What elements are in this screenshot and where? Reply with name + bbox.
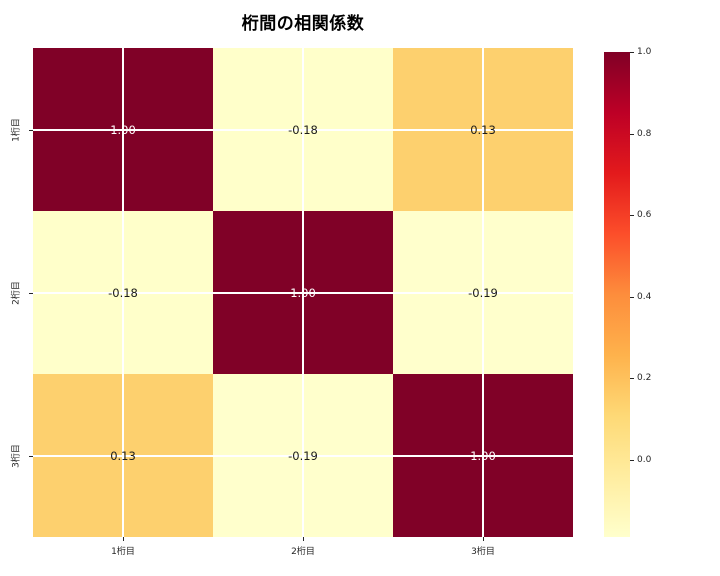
- heatmap-cell-value: -0.18: [108, 285, 138, 300]
- gridline-vertical: [482, 48, 484, 537]
- x-axis-tick-label: 3桁目: [471, 547, 495, 557]
- y-axis-tick-mark: [29, 292, 33, 294]
- x-axis-tick-label: 2桁目: [291, 547, 315, 557]
- heatmap-cell-value: 1.00: [290, 285, 316, 300]
- chart-title: 桁間の相関係数: [241, 14, 365, 34]
- y-axis-tick-mark: [29, 455, 33, 457]
- heatmap-cell-value: -0.18: [288, 122, 318, 137]
- colorbar-tick-label: 0.8: [637, 128, 652, 139]
- gridline-horizontal: [33, 291, 573, 294]
- colorbar-tick-label: 0.2: [637, 373, 652, 384]
- colorbar-tick-mark: [630, 133, 634, 135]
- x-axis-tick-label: 1桁目: [111, 547, 135, 557]
- heatmap-cell-value: 0.13: [470, 122, 496, 137]
- heatmap-cell-value: 1.00: [470, 448, 496, 463]
- colorbar: [604, 52, 630, 537]
- y-axis-tick-label: 3桁目: [11, 443, 22, 468]
- colorbar-tick-mark: [630, 378, 634, 380]
- colorbar-tick-mark: [630, 459, 634, 461]
- colorbar-tick-mark: [630, 215, 634, 217]
- heatmap-cell-value: -0.19: [468, 285, 498, 300]
- heatmap-cell-value: 0.13: [110, 448, 136, 463]
- gridline-horizontal: [33, 454, 573, 457]
- y-axis-tick-label: 1桁目: [11, 117, 22, 142]
- colorbar-tick-label: 1.0: [637, 47, 652, 57]
- heatmap: 1.00 -0.18 0.13 -0.18 1.00 -0.19 0.13 -0.19 1.00: [33, 48, 573, 537]
- heatmap-cell-value: 1.00: [110, 122, 136, 137]
- x-axis-tick-mark: [123, 537, 124, 541]
- colorbar-tick-label: 0.6: [637, 210, 652, 221]
- y-axis-tick-mark: [29, 129, 33, 131]
- heatmap-cell-value: -0.19: [288, 448, 318, 463]
- x-axis-tick-mark: [303, 537, 304, 541]
- y-axis-tick-label: 2桁目: [11, 280, 22, 305]
- colorbar-tick-mark: [630, 296, 634, 298]
- colorbar-tick-mark: [630, 52, 634, 53]
- colorbar-tick-label: 0.0: [637, 454, 652, 465]
- x-axis-tick-mark: [483, 537, 484, 541]
- colorbar-tick-label: 0.4: [637, 291, 652, 302]
